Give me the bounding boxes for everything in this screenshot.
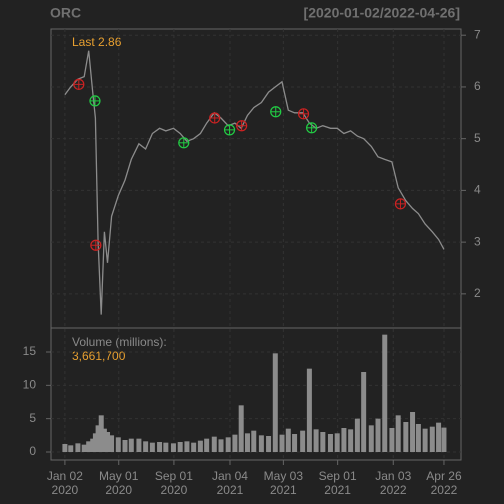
x-tick-label: May 03 2021 — [263, 469, 304, 497]
volume-bar — [422, 428, 428, 452]
signal-marker — [394, 198, 407, 210]
volume-bar — [157, 442, 163, 452]
volume-bar — [251, 430, 257, 452]
volume-bar — [429, 426, 435, 452]
volume-bar — [177, 442, 183, 452]
signal-marker — [178, 137, 190, 149]
signal-marker — [270, 106, 282, 118]
volume-bar — [136, 438, 142, 452]
volume-bar — [86, 441, 92, 452]
volume-bar — [306, 368, 312, 452]
volume-bar — [95, 425, 101, 452]
volume-bar — [320, 432, 326, 452]
y-tick-label: 10 — [23, 378, 37, 392]
x-tick-label: May 01 2020 — [99, 469, 139, 497]
x-tick-label: Jan 04 2021 — [211, 469, 248, 497]
volume-bar — [68, 445, 74, 452]
volume-bar — [81, 444, 87, 452]
volume-bar — [436, 422, 442, 452]
volume-bar — [382, 334, 388, 452]
volume-bar — [395, 415, 401, 452]
x-tick-label: Jan 02 2020 — [46, 469, 83, 497]
y-tick-label: 2 — [474, 286, 481, 300]
y-tick-label: 15 — [23, 344, 37, 358]
volume-bar — [334, 433, 340, 452]
volume-bar — [204, 438, 210, 452]
y-tick-label: 6 — [474, 79, 481, 93]
x-tick-label: Sep 01 2021 — [318, 469, 357, 497]
volume-bar — [143, 441, 149, 452]
volume-bar — [279, 434, 285, 452]
volume-bar — [105, 432, 111, 452]
signal-marker — [73, 78, 85, 90]
volume-bar — [128, 438, 134, 452]
signal-marker — [223, 124, 236, 136]
volume-bar — [292, 434, 298, 452]
volume-bar — [101, 428, 107, 452]
volume-bar — [238, 405, 244, 452]
volume-bar — [191, 442, 197, 452]
volume-bar — [62, 444, 68, 452]
volume-bar — [258, 435, 264, 452]
y-tick-label: 3 — [474, 234, 481, 248]
volume-bar — [149, 442, 155, 452]
price-panel — [50, 28, 462, 329]
volume-bar — [354, 418, 360, 452]
signal-marker — [297, 108, 310, 120]
volume-bar — [109, 435, 115, 452]
x-tick-label: Sep 01 2020 — [154, 469, 193, 497]
chart-title: ORC — [50, 5, 81, 21]
volume-last: 3,661,700 — [72, 349, 126, 363]
volume-bar — [285, 428, 291, 452]
signal-marker — [89, 95, 101, 107]
volume-bar — [115, 437, 121, 452]
volume-bar — [197, 440, 203, 452]
y-tick-label: 5 — [474, 131, 481, 145]
volume-title: Volume (millions): — [72, 335, 167, 349]
signal-marker — [306, 122, 318, 134]
last-label: Last 2.86 — [72, 35, 122, 49]
x-tick-label: Jan 03 2022 — [375, 469, 412, 497]
y-tick-label: 5 — [29, 411, 36, 425]
signal-marker — [209, 112, 221, 124]
volume-bar — [266, 436, 272, 452]
volume-bar — [441, 427, 447, 452]
volume-bar — [415, 424, 421, 452]
volume-bar — [98, 415, 104, 452]
volume-bar — [75, 443, 81, 452]
volume-bar — [163, 442, 169, 452]
volume-bar — [410, 412, 416, 452]
volume-bar — [368, 425, 374, 452]
volume-bar — [300, 430, 306, 452]
y-tick-label: 0 — [29, 444, 36, 458]
signal-marker — [90, 239, 102, 251]
volume-bar — [327, 434, 333, 452]
volume-bar — [403, 422, 409, 452]
signal-marker — [236, 120, 248, 132]
volume-bar — [90, 438, 96, 452]
volume-bar — [218, 439, 224, 452]
volume-bar — [184, 441, 190, 452]
date-range: [2020-01-02/2022-04-26] — [304, 5, 460, 21]
volume-bar — [375, 418, 381, 452]
volume-bar — [211, 436, 217, 452]
volume-bar — [170, 443, 176, 452]
volume-bar — [361, 372, 367, 452]
volume-bar — [92, 433, 98, 452]
volume-bar — [389, 428, 395, 452]
volume-bar — [122, 440, 128, 452]
x-tick-label: Apr 26 2022 — [426, 469, 462, 497]
volume-bar — [348, 429, 354, 452]
volume-bar — [225, 437, 231, 452]
y-tick-label: 4 — [474, 183, 481, 197]
volume-bar — [341, 428, 347, 452]
volume-bar — [244, 433, 250, 452]
volume-bar — [232, 434, 238, 452]
y-tick-label: 7 — [474, 27, 481, 41]
volume-bar — [313, 429, 319, 452]
volume-bar — [272, 353, 278, 452]
